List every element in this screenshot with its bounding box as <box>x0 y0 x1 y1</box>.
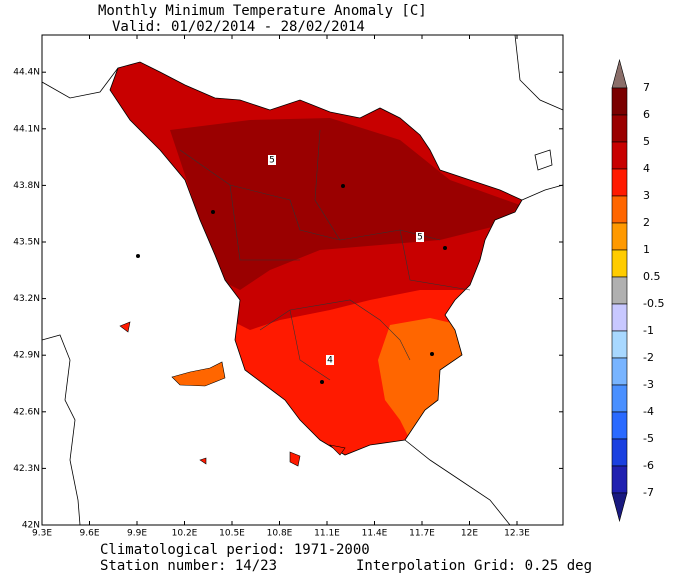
colorbar-swatch <box>611 411 628 440</box>
zone-2-3 <box>378 318 465 440</box>
colorbar-label: 5 <box>643 135 650 148</box>
colorbar-swatch <box>611 222 628 251</box>
colorbar-label: -7 <box>643 486 654 499</box>
lat-label: 42.9N <box>13 351 40 361</box>
colorbar-label: -6 <box>643 459 654 472</box>
colorbar-swatch <box>611 438 628 467</box>
lon-label: 12.3E <box>504 529 530 539</box>
colorbar-swatch <box>611 87 628 116</box>
lon-label: 10.5E <box>219 529 245 539</box>
contour-label: 4 <box>327 356 333 366</box>
stations <box>136 184 447 384</box>
lon-label: 11.1E <box>314 529 340 539</box>
contour-label: 5 <box>417 233 423 243</box>
zone-5-6 <box>170 118 520 290</box>
lat-label: 42.3N <box>13 464 40 474</box>
lon-label: 9.6E <box>80 529 100 539</box>
colorbar-label: -4 <box>643 405 654 418</box>
colorbar-swatch <box>611 195 628 224</box>
lon-label: 11.4E <box>362 529 388 539</box>
colorbar-swatch <box>611 465 628 494</box>
valid-period: Valid: 01/02/2014 - 28/02/2014 <box>112 19 365 35</box>
lon-label: 12E <box>461 529 478 539</box>
colorbar-label: 6 <box>643 108 650 121</box>
lat-label: 42.6N <box>13 407 40 417</box>
station-number: Station number: 14/23 <box>100 558 277 574</box>
colorbar-label: -5 <box>643 432 654 445</box>
province-borders <box>179 129 471 381</box>
islands <box>119 321 346 467</box>
colorbar-swatch <box>611 249 628 278</box>
interpolation-grid: Interpolation Grid: 0.25 deg <box>356 558 592 574</box>
lat-label: 42N <box>22 521 40 531</box>
contour-label-bg <box>416 232 424 242</box>
climatological-period: Climatological period: 1971-2000 <box>100 542 370 558</box>
contour-label-bg <box>326 355 334 365</box>
lon-label: 10.2E <box>172 529 198 539</box>
colorbar-label: 0.5 <box>643 270 661 283</box>
title: Monthly Minimum Temperature Anomaly [C] <box>98 3 427 19</box>
colorbar-swatch <box>611 168 628 197</box>
lat-label: 44.1N <box>13 124 40 134</box>
lat-label: 44.4N <box>13 68 40 78</box>
contour-label: 5 <box>269 156 275 166</box>
lon-label: 11.7E <box>409 529 435 539</box>
lat-label: 43.5N <box>13 238 40 248</box>
colorbar-swatch <box>611 384 628 413</box>
colorbar-label: -2 <box>643 351 654 364</box>
colorbar-label: 1 <box>643 243 650 256</box>
colorbar-label: 7 <box>643 81 650 94</box>
lat-label: 43.8N <box>13 181 40 191</box>
lon-label: 10.8E <box>267 529 293 539</box>
colorbar-swatch <box>611 303 628 332</box>
lon-label: 9.9E <box>127 529 147 539</box>
lat-label: 43.2N <box>13 294 40 304</box>
colorbar-swatch <box>611 330 628 359</box>
colorbar-swatch <box>611 357 628 386</box>
region-outline <box>109 61 523 456</box>
colorbar-label: 3 <box>643 189 650 202</box>
colorbar-swatch <box>611 276 628 305</box>
colorbar-swatch <box>611 114 628 143</box>
colorbar-arrow-bottom <box>611 492 628 523</box>
colorbar-arrow-top <box>611 58 628 89</box>
coastlines <box>41 34 564 526</box>
colorbar-label: -3 <box>643 378 654 391</box>
colorbar-label: -1 <box>643 324 654 337</box>
contour-label-bg <box>268 155 276 165</box>
colorbar-label: 2 <box>643 216 650 229</box>
lon-label: 9.3E <box>32 529 52 539</box>
colorbar-label: 4 <box>643 162 650 175</box>
colorbar-label: -0.5 <box>643 297 664 310</box>
colorbar-swatch <box>611 141 628 170</box>
